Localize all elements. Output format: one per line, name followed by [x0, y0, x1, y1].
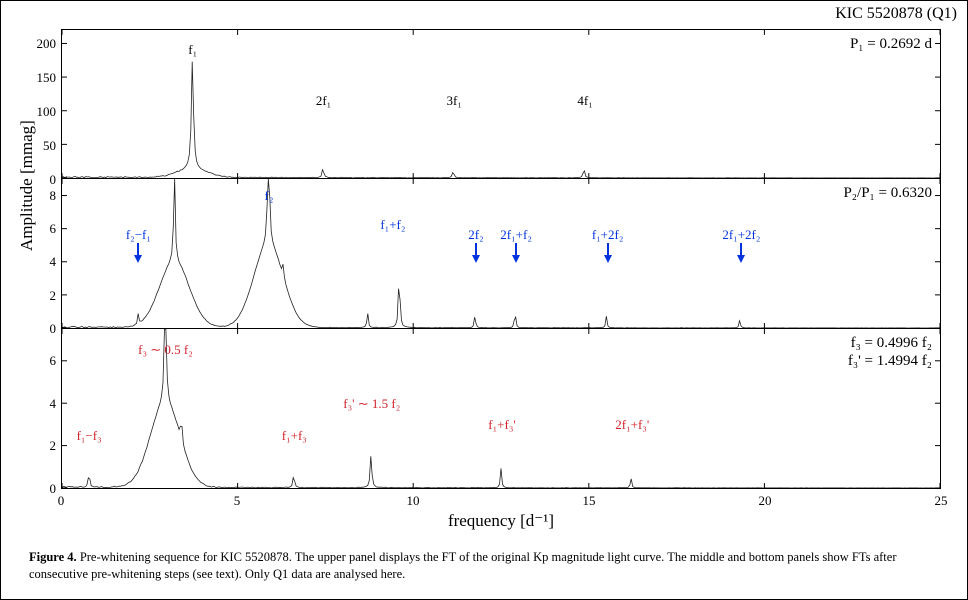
- caption: Figure 4. Pre-whitening sequence for KIC…: [29, 549, 939, 583]
- peak-annotation: 2f₁+f₂: [500, 227, 532, 243]
- x-axis-label: frequency [d⁻¹]: [61, 511, 941, 531]
- arrow-icon: [603, 243, 613, 263]
- peak-annotation: 2f₁: [316, 93, 331, 109]
- xtick: 10: [407, 489, 420, 509]
- xtick: 20: [759, 489, 772, 509]
- peak-annotation: f₁+f₃': [488, 417, 515, 433]
- peak-annotation: f₁−f₃: [77, 428, 102, 444]
- peak-annotation: f₁+f₂: [380, 217, 405, 233]
- panel-label: f₃' = 1.4994 f₂: [848, 353, 932, 370]
- peak-annotation: f₁+f₃: [282, 428, 307, 444]
- ytick: 6: [22, 221, 62, 237]
- ytick: 150: [22, 70, 62, 86]
- panel-label: P₁ = 0.2692 d: [850, 36, 932, 53]
- peak-annotation: 3f₁: [446, 93, 461, 109]
- peak-annotation: f₂: [265, 188, 274, 204]
- panel-p1: 050100150200f₁2f₁3f₁4f₁P₁ = 0.2692 d: [61, 29, 941, 179]
- arrow-icon: [133, 243, 143, 263]
- figure-title: KIC 5520878 (Q1): [835, 5, 957, 23]
- figure-frame: KIC 5520878 (Q1) Amplitude [mmag] 050100…: [0, 0, 968, 600]
- ytick: 0: [22, 481, 62, 497]
- peak-annotation: f₁: [188, 42, 197, 58]
- peak-annotation: 2f₂: [468, 227, 483, 243]
- xtick: 15: [583, 489, 596, 509]
- caption-prefix: Figure 4.: [29, 550, 77, 564]
- trace-p2: [62, 179, 940, 328]
- ytick: 0: [22, 321, 62, 337]
- trace-p3: [62, 329, 940, 488]
- panel-p3: 0246f₁−f₃f₃ ∼ 0.5 f₂f₁+f₃f₃' ∼ 1.5 f₂f₁+…: [61, 329, 941, 489]
- arrow-icon: [511, 243, 521, 263]
- chart-area: 050100150200f₁2f₁3f₁4f₁P₁ = 0.2692 d0246…: [61, 29, 941, 489]
- ytick: 2: [22, 288, 62, 304]
- peak-annotation: 4f₁: [577, 93, 592, 109]
- xtick: 5: [234, 489, 241, 509]
- panel-label: f₃ = 0.4996 f₂: [851, 335, 932, 352]
- panel-label: P₂/P₁ = 0.6320: [843, 185, 932, 202]
- peak-annotation: f₃ ∼ 0.5 f₂: [138, 342, 193, 358]
- ytick: 4: [22, 396, 62, 412]
- peak-annotation: 2f₁+f₃': [615, 417, 649, 433]
- ytick: 0: [22, 172, 62, 188]
- ytick: 50: [22, 138, 62, 154]
- ytick: 8: [22, 188, 62, 204]
- xtick: 0: [58, 489, 65, 509]
- peak-annotation: 2f₁+2f₂: [722, 227, 760, 243]
- arrow-icon: [471, 243, 481, 263]
- ytick: 200: [22, 36, 62, 52]
- xtick: 25: [935, 489, 948, 509]
- arrow-icon: [736, 243, 746, 263]
- ytick: 2: [22, 438, 62, 454]
- panel-p2: 02468f₂−f₁f₂f₁+f₂2f₂2f₁+f₂f₁+2f₂2f₁+2f₂P…: [61, 179, 941, 329]
- ytick: 6: [22, 353, 62, 369]
- caption-text: Pre-whitening sequence for KIC 5520878. …: [29, 550, 896, 581]
- peak-annotation: f₃' ∼ 1.5 f₂: [343, 396, 400, 412]
- peak-annotation: f₂−f₁: [126, 227, 151, 243]
- ytick: 100: [22, 104, 62, 120]
- peak-annotation: f₁+2f₂: [592, 227, 624, 243]
- ytick: 4: [22, 254, 62, 270]
